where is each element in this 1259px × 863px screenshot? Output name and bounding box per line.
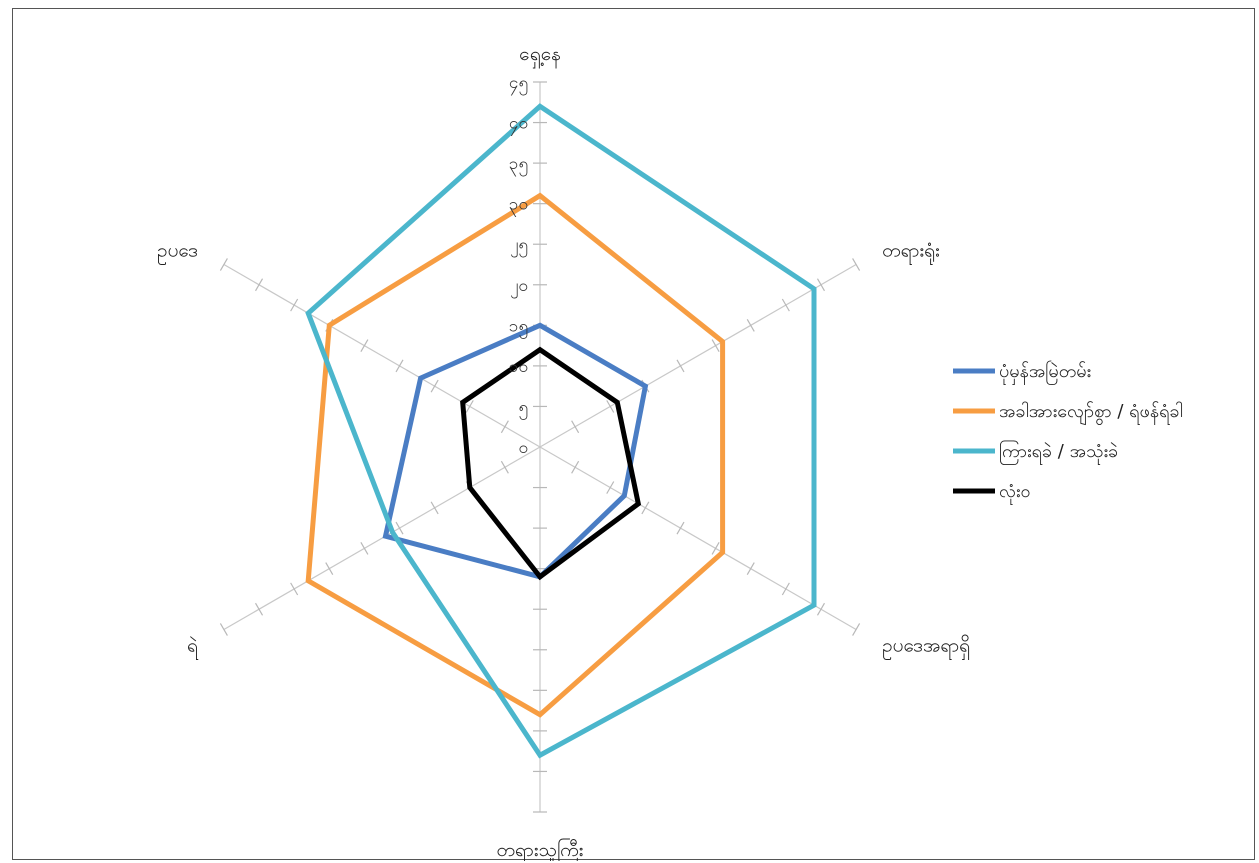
axis-spoke (223, 263, 541, 448)
radial-tick-label: ၁၅ (509, 316, 528, 339)
axis-tick-mark (465, 400, 474, 413)
radial-tick-label: ၂၅ (510, 235, 528, 258)
axis-tick-mark (395, 359, 404, 373)
legend-item: အခါအားလျော်စွာ / ရံဖန်ရံခါ (953, 401, 1183, 425)
series-line-4 (460, 346, 642, 581)
radar-chart: ၀ ၅ ၁၀ ၁၅ ၂၀ ၂၅ ၃၀ ၃၅ ၄၀ ၄၅ ရှေ့နေတရားရုံးဥပဒေအရာ… (157, 43, 1183, 861)
category-label: တရားရုံး (882, 240, 940, 266)
radial-tick-label: ၄၀ (509, 114, 528, 137)
legend: ပုံမှန်အမြဲတမ်းအခါအားလျော်စွာ / ရံဖန်ရံခ… (953, 361, 1183, 505)
spokes-layer (223, 82, 857, 812)
radial-tick-label: ၃၅ (509, 154, 528, 177)
axis-tick-mark (816, 278, 825, 292)
axis-tick-mark (676, 521, 685, 535)
axis-tick-mark (606, 400, 615, 413)
axis-tick-mark (676, 359, 685, 373)
axis-tick-mark (290, 298, 299, 312)
axis-tick-mark (325, 562, 334, 576)
radial-tick-label: ၂၀ (510, 276, 528, 299)
axis-tick-mark (781, 298, 790, 312)
axis-tick-mark (781, 582, 790, 596)
axis-tick-mark (571, 420, 580, 434)
axis-tick-mark (219, 623, 228, 636)
axis-tick-mark (360, 339, 369, 352)
axis-tick-mark (746, 318, 755, 332)
series-layer (305, 103, 817, 759)
legend-item: ကြားရခဲ / အသုံးခဲ (953, 440, 1118, 465)
axis-tick-mark (606, 481, 615, 494)
legend-item: ပုံမှန်အမြဲတမ်း (953, 361, 1091, 385)
radial-tick-label: ၃၀ (509, 195, 528, 218)
category-label: ဥပဒေ (157, 240, 198, 266)
radial-tick-label: ၄၅ (509, 73, 528, 96)
axis-tick-mark (641, 501, 650, 515)
category-label: ရဲ (187, 634, 199, 660)
axis-tick-mark (430, 501, 439, 515)
legend-item: လုံးဝ (953, 481, 1031, 505)
axis-tick-mark (255, 602, 264, 616)
axis-tick-mark (571, 460, 580, 474)
axis-tick-mark (852, 258, 861, 271)
legend-label: အခါအားလျော်စွာ / ရံဖန်ရံခါ (999, 401, 1183, 425)
legend-label: ပုံမှန်အမြဲတမ်း (999, 361, 1091, 385)
series-line-3 (305, 103, 817, 759)
chart-frame: ၀ ၅ ၁၀ ၁၅ ၂၀ ၂၅ ၃၀ ၃၅ ၄၀ ၄၅ ရှေ့နေတရားရုံးဥပဒေအရာ… (12, 8, 1255, 861)
axis-tick-mark (290, 582, 299, 596)
series-line-2 (305, 192, 726, 718)
axis-tick-mark (711, 339, 720, 352)
axis-spoke (539, 446, 857, 631)
radial-tick-label: ၀ (518, 438, 528, 458)
tick-labels-layer: ၀ ၅ ၁၀ ၁၅ ၂၀ ၂၅ ၃၀ ၃၅ ၄၀ ၄၅ (509, 73, 528, 458)
axis-tick-mark (500, 460, 509, 474)
radial-tick-label: ၁၀ (509, 357, 528, 377)
axis-tick-mark (395, 521, 404, 535)
legend-label: ကြားရခဲ / အသုံးခဲ (999, 440, 1118, 465)
axis-tick-mark (711, 542, 720, 555)
axis-tick-mark (430, 379, 439, 393)
axis-tick-mark (255, 278, 264, 292)
axis-tick-mark (360, 542, 369, 555)
category-label: ရှေ့နေ (519, 43, 561, 69)
axis-tick-mark (500, 420, 509, 434)
category-label: တရားသူကြီး (496, 837, 583, 861)
radial-tick-label: ၅ (518, 397, 528, 420)
axis-tick-mark (746, 562, 755, 576)
axis-tick-mark (816, 602, 825, 616)
axis-tick-mark (852, 623, 861, 636)
legend-label: လုံးဝ (999, 481, 1031, 505)
ticks-layer (219, 81, 861, 813)
axis-spoke (539, 263, 857, 448)
axis-spoke (223, 446, 541, 631)
axis-tick-mark (219, 258, 228, 271)
category-label: ဥပဒေအရာရှိ (882, 634, 970, 661)
category-labels-layer: ရှေ့နေတရားရုံးဥပဒေအရာရှိတရားသူကြီး ရဲ ဥပဒေ (157, 43, 970, 861)
